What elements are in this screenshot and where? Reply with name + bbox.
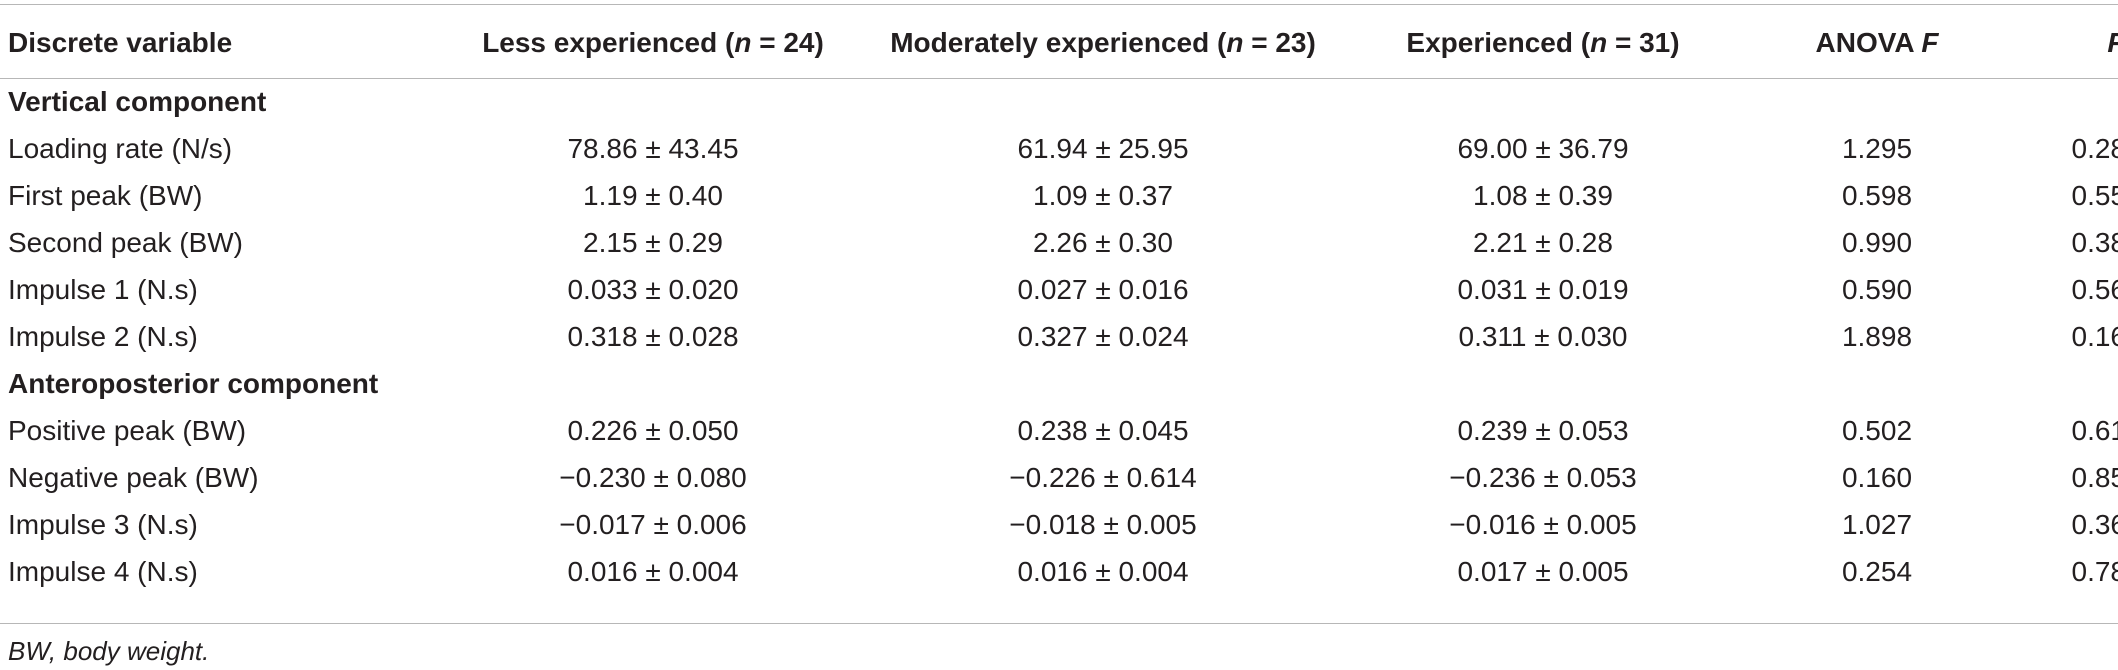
cell-p: 0.56 <box>2071 273 2118 305</box>
cell-less: 0.016 ± 0.004 <box>567 555 739 587</box>
cell-moderate: 2.26 ± 0.30 <box>1033 226 1173 258</box>
cell-moderate: 0.027 ± 0.016 <box>1017 273 1189 305</box>
table-row: First peak (BW) 1.19 ± 0.40 1.09 ± 0.37 … <box>0 172 2118 219</box>
cell-less: −0.017 ± 0.006 <box>559 508 747 540</box>
cell-less: 2.15 ± 0.29 <box>583 226 723 258</box>
cell-p: 0.16 <box>2071 320 2118 352</box>
cell-p: 0.78 <box>2071 555 2118 587</box>
cell-moderate: 61.94 ± 25.95 <box>1017 132 1189 164</box>
cell-moderate: −0.018 ± 0.005 <box>1009 508 1197 540</box>
cell-moderate: 0.016 ± 0.004 <box>1017 555 1189 587</box>
cell-variable: Second peak (BW) <box>8 226 243 258</box>
header-experienced: Experienced (n = 31) <box>1406 27 1680 58</box>
cell-less: 78.86 ± 43.45 <box>567 132 739 164</box>
cell-experienced: 69.00 ± 36.79 <box>1457 132 1629 164</box>
cell-variable: First peak (BW) <box>8 179 203 211</box>
cell-experienced: 0.311 ± 0.030 <box>1458 320 1628 352</box>
header-moderately-experienced: Moderately experienced (n = 23) <box>890 27 1316 58</box>
section-row-vertical: Vertical component <box>0 78 2118 125</box>
table-row: Second peak (BW) 2.15 ± 0.29 2.26 ± 0.30… <box>0 219 2118 266</box>
section-title: Anteroposterior component <box>8 367 379 399</box>
header-row: Discrete variable Less experienced (n = … <box>0 20 2118 78</box>
cell-experienced: −0.236 ± 0.053 <box>1449 461 1637 493</box>
table-row: Impulse 1 (N.s) 0.033 ± 0.020 0.027 ± 0.… <box>0 266 2118 313</box>
cell-experienced: −0.016 ± 0.005 <box>1449 508 1637 540</box>
cell-p: 0.55 <box>2071 179 2118 211</box>
cell-moderate: 0.238 ± 0.045 <box>1017 414 1189 446</box>
table-row: Positive peak (BW) 0.226 ± 0.050 0.238 ±… <box>0 407 2118 454</box>
cell-p: 0.36 <box>2071 508 2118 540</box>
cell-variable: Impulse 3 (N.s) <box>8 508 198 540</box>
cell-p: 0.28 <box>2071 132 2118 164</box>
cell-anova-f: 0.598 <box>1841 179 1913 211</box>
section-row-anteroposterior: Anteroposterior component <box>0 360 2118 407</box>
header-anova-f: ANOVA F <box>1815 27 1939 58</box>
cell-moderate: 0.327 ± 0.024 <box>1017 320 1189 352</box>
cell-anova-f: 0.254 <box>1841 555 1913 587</box>
cell-variable: Impulse 1 (N.s) <box>8 273 198 305</box>
table-row: Negative peak (BW) −0.230 ± 0.080 −0.226… <box>0 454 2118 501</box>
cell-experienced: 0.017 ± 0.005 <box>1457 555 1629 587</box>
section-title: Vertical component <box>8 85 267 117</box>
table-footnote: BW, body weight. <box>8 636 210 666</box>
header-less-experienced: Less experienced (n = 24) <box>482 27 824 58</box>
table-row: Loading rate (N/s) 78.86 ± 43.45 61.94 ±… <box>0 125 2118 172</box>
cell-anova-f: 1.295 <box>1841 132 1913 164</box>
cell-p: 0.61 <box>2071 414 2118 446</box>
table-row: Impulse 2 (N.s) 0.318 ± 0.028 0.327 ± 0.… <box>0 313 2118 360</box>
cell-experienced: 0.031 ± 0.019 <box>1457 273 1629 305</box>
table-row: Impulse 4 (N.s) 0.016 ± 0.004 0.016 ± 0.… <box>0 548 2118 595</box>
cell-moderate: 1.09 ± 0.37 <box>1033 179 1173 211</box>
top-rule <box>0 4 2118 5</box>
cell-anova-f: 1.898 <box>1841 320 1913 352</box>
results-table: Discrete variable Less experienced (n = … <box>0 20 2118 595</box>
cell-p: 0.38 <box>2071 226 2118 258</box>
cell-less: 0.226 ± 0.050 <box>567 414 739 446</box>
cell-anova-f: 0.502 <box>1841 414 1913 446</box>
table-row: Impulse 3 (N.s) −0.017 ± 0.006 −0.018 ± … <box>0 501 2118 548</box>
cell-anova-f: 0.160 <box>1841 461 1913 493</box>
cell-variable: Impulse 4 (N.s) <box>8 555 198 587</box>
bottom-rule <box>0 623 2118 624</box>
cell-variable: Positive peak (BW) <box>8 414 247 446</box>
header-rule <box>0 78 2118 79</box>
cell-variable: Loading rate (N/s) <box>8 132 233 164</box>
header-p: P <box>1996 20 2118 78</box>
cell-less: 0.318 ± 0.028 <box>567 320 739 352</box>
cell-variable: Negative peak (BW) <box>8 461 259 493</box>
cell-anova-f: 0.590 <box>1841 273 1913 305</box>
cell-less: 1.19 ± 0.40 <box>583 179 723 211</box>
cell-variable: Impulse 2 (N.s) <box>8 320 198 352</box>
cell-moderate: −0.226 ± 0.614 <box>1009 461 1197 493</box>
cell-anova-f: 1.027 <box>1841 508 1913 540</box>
header-variable: Discrete variable <box>8 27 233 58</box>
cell-experienced: 2.21 ± 0.28 <box>1473 226 1613 258</box>
cell-p: 0.85 <box>2071 461 2118 493</box>
cell-experienced: 1.08 ± 0.39 <box>1473 179 1613 211</box>
cell-anova-f: 0.990 <box>1841 226 1913 258</box>
cell-less: 0.033 ± 0.020 <box>567 273 739 305</box>
cell-experienced: 0.239 ± 0.053 <box>1457 414 1629 446</box>
cell-less: −0.230 ± 0.080 <box>559 461 747 493</box>
